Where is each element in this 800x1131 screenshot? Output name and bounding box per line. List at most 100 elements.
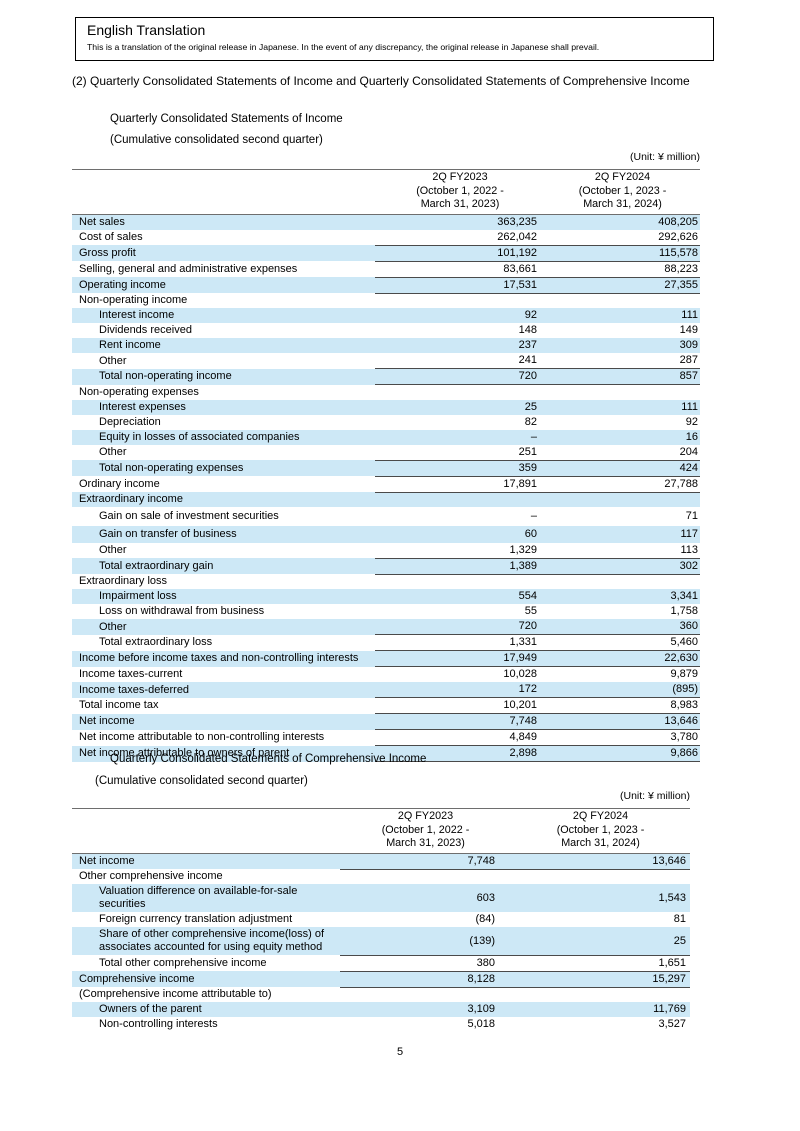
row-label: Share of other comprehensive income(loss… <box>99 928 324 954</box>
table-row: Net sales 363,235 408,205 <box>72 214 700 230</box>
value-cell: 11,769 <box>653 1003 686 1016</box>
table-row: Net income 7,748 13,646 <box>72 853 690 870</box>
value-cell: 22,630 <box>545 650 700 667</box>
table-row: Total extraordinary gain 1,389 302 <box>72 557 700 575</box>
column-header: 2Q FY2024 (October 1, 2023 - March 31, 202… <box>511 808 690 854</box>
value-cell: 1,758 <box>670 605 698 618</box>
table-row: Selling, general and administrative expe… <box>72 260 700 278</box>
column-header-empty <box>72 808 340 854</box>
value-cell <box>545 573 700 590</box>
row-label: Other <box>99 354 127 367</box>
value-cell: 1,329 <box>509 543 537 556</box>
row-label: Owners of the parent <box>99 1003 202 1016</box>
value-cell <box>375 292 545 309</box>
value-cell: 720 <box>518 620 537 633</box>
value-cell: 359 <box>375 459 545 477</box>
income-statement-table: 2Q FY2023 (October 1, 2022 - March 31, 202… <box>72 169 700 763</box>
value-cell <box>375 384 545 400</box>
table-row: Share of other comprehensive income(loss… <box>72 927 690 956</box>
value-cell: 3,780 <box>545 729 700 746</box>
table-row: Other 241 287 <box>72 353 700 369</box>
table-row: Gain on transfer of business 60 117 <box>72 526 700 543</box>
table-row: Income taxes-current 10,028 9,879 <box>72 666 700 683</box>
value-cell <box>375 491 545 508</box>
value-cell: 10,028 <box>375 666 545 683</box>
value-cell: 1,331 <box>375 634 545 651</box>
value-cell: 1,651 <box>511 954 690 972</box>
table-row: Gain on sale of investment securities – 71 <box>72 507 700 526</box>
value-cell: 237 <box>518 339 537 352</box>
value-cell: 3,527 <box>658 1018 686 1031</box>
value-cell: – <box>530 430 537 443</box>
value-cell: 16 <box>685 430 698 443</box>
value-cell: 720 <box>375 368 545 385</box>
row-label: Other <box>99 446 127 459</box>
row-label: Interest income <box>99 309 175 322</box>
value-cell: 17,949 <box>375 650 545 667</box>
table-row: Income taxes-deferred 172 (895) <box>72 682 700 698</box>
row-label: Total extraordinary gain <box>99 559 214 572</box>
value-cell: 81 <box>673 913 686 926</box>
row-label: Ordinary income <box>79 477 160 490</box>
value-cell: 204 <box>679 445 698 458</box>
table-row: Total non-operating expenses 359 424 <box>72 459 700 477</box>
table-row: Equity in losses of associated companies… <box>72 429 700 445</box>
column-header: 2Q FY2023 (October 1, 2022 - March 31, 202… <box>375 169 545 215</box>
table-row: Net income 7,748 13,646 <box>72 713 700 730</box>
value-cell: 1,543 <box>658 891 686 904</box>
table-row: Rent income 237 309 <box>72 338 700 354</box>
table-row: Non-controlling interests 5,018 3,527 <box>72 1017 690 1032</box>
value-cell: (139) <box>469 934 495 947</box>
row-label: Net income <box>79 715 135 728</box>
value-cell: 13,646 <box>545 713 700 730</box>
value-cell: 5,460 <box>545 634 700 651</box>
table-row: Other comprehensive income <box>72 868 690 885</box>
comprehensive-income-table: 2Q FY2023 (October 1, 2022 - March 31, 202… <box>72 808 690 1032</box>
table-row: Impairment loss 554 3,341 <box>72 589 700 605</box>
row-label: Net income attributable to owners of par… <box>79 747 290 760</box>
table-row: Cost of sales 262,042 292,626 <box>72 230 700 246</box>
value-cell: 302 <box>545 557 700 575</box>
value-cell: 113 <box>680 543 698 556</box>
value-cell: 9,866 <box>545 745 700 763</box>
page-number: 5 <box>396 1046 404 1058</box>
table-row: Owners of the parent 3,109 11,769 <box>72 1002 690 1018</box>
row-label: Total non-operating expenses <box>99 461 244 474</box>
row-label: Extraordinary loss <box>79 575 168 588</box>
table-row: Total income tax 10,201 8,983 <box>72 697 700 714</box>
value-cell: 25 <box>673 934 686 947</box>
table-row: Total extraordinary loss 1,331 5,460 <box>72 634 700 651</box>
row-label: Non-controlling interests <box>99 1018 218 1031</box>
value-cell: 101,192 <box>375 244 545 262</box>
value-cell: 8,128 <box>340 970 511 988</box>
value-cell: 2,898 <box>375 745 545 763</box>
value-cell <box>545 491 700 508</box>
row-label: Total income tax <box>79 699 159 712</box>
value-cell <box>375 573 545 590</box>
table-row: Net income attributable to non-controlli… <box>72 729 700 746</box>
value-cell: 92 <box>524 309 537 322</box>
value-cell: 309 <box>679 339 698 352</box>
row-label: Comprehensive income <box>79 972 195 985</box>
value-cell <box>340 987 511 1002</box>
unit-label: (Unit: ¥ million) <box>629 151 700 163</box>
value-cell: 7,748 <box>467 854 495 867</box>
table-row: Depreciation 82 92 <box>72 415 700 430</box>
value-cell: 148 <box>518 324 537 337</box>
value-cell: 262,042 <box>497 230 537 243</box>
column-header: 2Q FY2023 (October 1, 2022 - March 31, 202… <box>340 808 511 854</box>
table-row: Interest expenses 25 111 <box>72 399 700 415</box>
value-cell: 27,355 <box>545 276 700 294</box>
value-cell: 251 <box>518 445 537 458</box>
row-label: Extraordinary income <box>79 493 183 506</box>
value-cell <box>545 384 700 400</box>
table-row: Other 251 204 <box>72 445 700 461</box>
value-cell: 363,235 <box>497 215 537 228</box>
value-cell: 9,879 <box>545 666 700 683</box>
value-cell: 115,578 <box>545 244 700 262</box>
table-row: Valuation difference on available-for-sa… <box>72 884 690 913</box>
value-cell: 4,849 <box>375 729 545 746</box>
table-row: Other 1,329 113 <box>72 543 700 559</box>
income-statement-title: Quarterly Consolidated Statements of Inc… <box>110 113 343 125</box>
